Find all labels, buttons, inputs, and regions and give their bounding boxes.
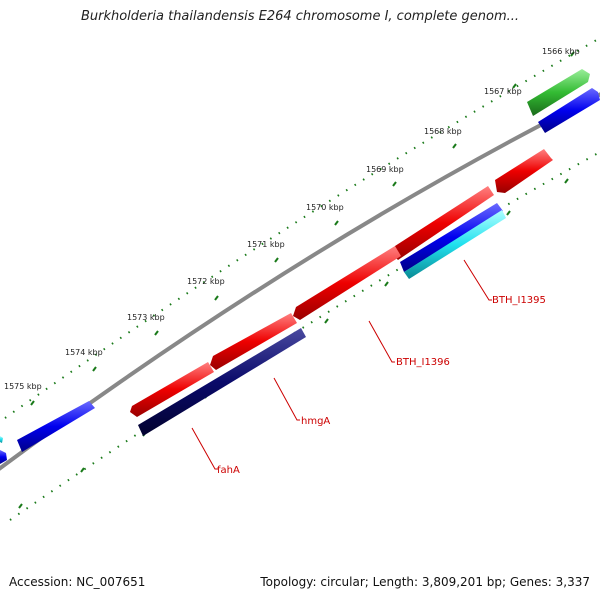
gene-label-bth-i1395[interactable]: BTH_I1395 bbox=[492, 295, 546, 306]
gene-arrow-forward[interactable] bbox=[293, 246, 401, 320]
kbp-label-1573: 1573 kbp bbox=[127, 313, 165, 322]
gene-arrow-reverse[interactable] bbox=[17, 401, 95, 452]
kbp-label-1572: 1572 kbp bbox=[187, 277, 225, 286]
gene-label-faha[interactable]: fahA bbox=[217, 465, 240, 476]
genome-summary-text: Topology: circular; Length: 3,809,201 bp… bbox=[260, 575, 590, 589]
kbp-label-1566: 1566 kbp bbox=[542, 47, 580, 56]
gene-arrow-reverse[interactable] bbox=[0, 450, 7, 464]
kbp-label-1574: 1574 kbp bbox=[65, 348, 103, 357]
kbp-label-1570: 1570 kbp bbox=[306, 203, 344, 212]
gene-arrow-reverse-cyan[interactable] bbox=[0, 436, 3, 443]
gene-arrow-forward[interactable] bbox=[210, 313, 297, 370]
kbp-label-1575: 1575 kbp bbox=[4, 382, 42, 391]
gene-arrow-forward[interactable] bbox=[130, 362, 214, 417]
accession-text: Accession: NC_007651 bbox=[9, 575, 146, 589]
gene-arrow-forward[interactable] bbox=[495, 149, 553, 193]
label-callouts bbox=[191, 259, 492, 470]
gene-label-bth-i1396[interactable]: BTH_I1396 bbox=[396, 357, 450, 368]
gene-arrow-reverse-cyan[interactable] bbox=[404, 210, 506, 279]
kbp-label-1569: 1569 kbp bbox=[366, 165, 404, 174]
map-title: Burkholderia thailandensis E264 chromoso… bbox=[80, 9, 520, 24]
outer-major-ticks bbox=[30, 51, 575, 406]
kbp-label-1568: 1568 kbp bbox=[424, 127, 462, 136]
kbp-label-1567: 1567 kbp bbox=[484, 87, 522, 96]
kbp-label-1571: 1571 kbp bbox=[247, 240, 285, 249]
gene-arrow-forward[interactable] bbox=[392, 186, 494, 260]
chromosome-backbone bbox=[0, 92, 600, 471]
gene-label-hmga[interactable]: hmgA bbox=[301, 416, 330, 427]
gene-arrow-reverse[interactable] bbox=[538, 88, 600, 133]
gene-arrow-reverse[interactable] bbox=[400, 203, 503, 272]
gene-arrow-forward-green[interactable] bbox=[527, 69, 590, 116]
gene-arrow-reverse-navy[interactable] bbox=[138, 328, 306, 436]
